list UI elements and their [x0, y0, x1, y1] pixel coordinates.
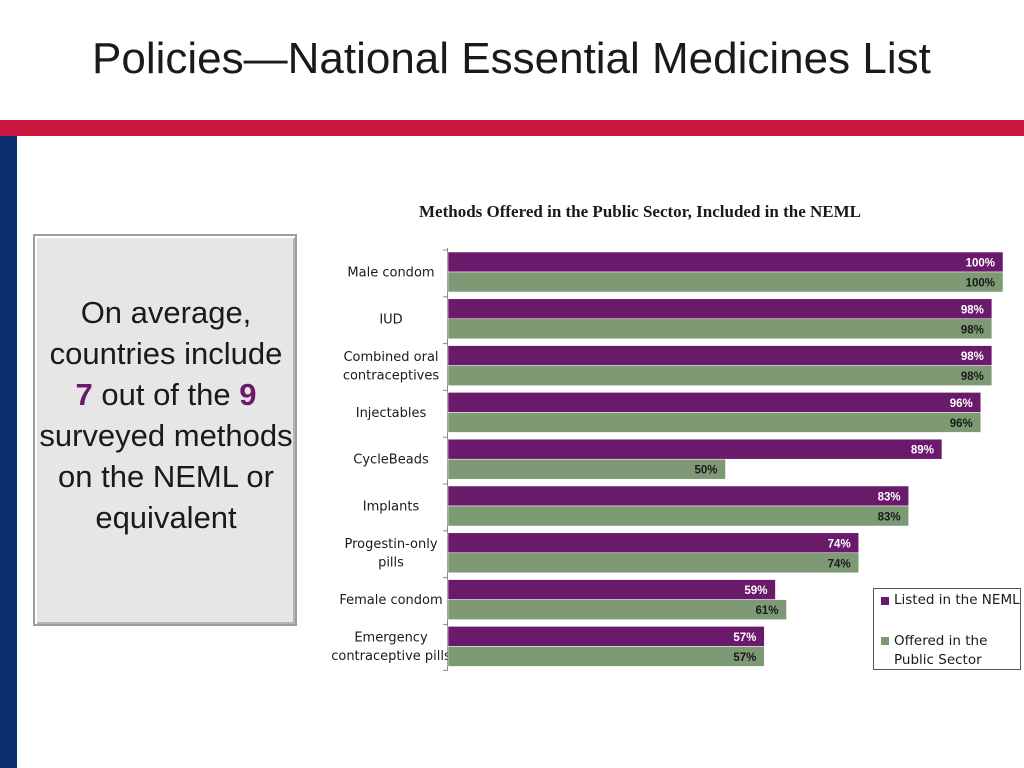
callout-count-included: 7: [75, 377, 93, 412]
slide-title: Policies—National Essential Medicines Li…: [92, 34, 931, 83]
category-label: Injectables: [356, 406, 427, 421]
bar-offered: [447, 271, 1004, 293]
data-label-listed: 89%: [911, 445, 934, 457]
data-label-offered: 98%: [961, 324, 984, 336]
data-label-offered: 98%: [961, 371, 984, 383]
data-label-offered: 61%: [756, 605, 779, 617]
data-label-listed: 57%: [733, 632, 756, 644]
callout-text-part1: On average, countries include: [49, 295, 283, 371]
bar-offered: [447, 365, 993, 386]
bar-offered: [447, 505, 909, 527]
category-label: Male condom: [347, 266, 434, 281]
bar-listed: [447, 392, 982, 413]
chart-title: Methods Offered in the Public Sector, In…: [418, 202, 861, 221]
bar-offered: [447, 646, 765, 667]
data-label-offered: 96%: [950, 418, 973, 430]
data-label-offered: 74%: [828, 558, 851, 570]
category-label: Implants: [363, 500, 420, 515]
bar-listed: [447, 485, 909, 507]
category-label: contraceptive pills: [331, 649, 451, 664]
legend-item-offered: Offered in the Public Sector: [881, 632, 1011, 670]
callout-count-surveyed: 9: [239, 377, 257, 412]
data-label-listed: 100%: [966, 258, 995, 270]
data-label-listed: 98%: [961, 351, 984, 363]
category-label: Progestin-only: [344, 537, 437, 552]
bar-offered: [447, 458, 726, 480]
category-label: IUD: [379, 312, 402, 327]
bar-listed: [447, 438, 943, 460]
legend-item-listed: Listed in the NEML: [881, 592, 1020, 608]
category-label: CycleBeads: [353, 453, 429, 468]
bar-offered: [447, 552, 859, 574]
bar-offered: [447, 599, 787, 620]
data-label-offered: 100%: [966, 278, 995, 290]
header-accent-bar: [0, 120, 1024, 136]
category-label: contraceptives: [343, 368, 440, 383]
side-accent-bar: [0, 136, 17, 768]
category-label: Combined oral: [343, 350, 438, 365]
bar-listed: [447, 579, 776, 600]
bar-offered: [447, 318, 993, 340]
data-label-listed: 96%: [950, 398, 973, 410]
data-label-offered: 83%: [878, 512, 901, 524]
data-label-listed: 59%: [744, 585, 767, 597]
bar-offered: [447, 412, 982, 433]
summary-callout-text: On average, countries include 7 out of t…: [37, 292, 295, 538]
data-label-listed: 83%: [878, 492, 901, 504]
legend-swatch-offered: [881, 637, 889, 645]
summary-callout-box: On average, countries include 7 out of t…: [33, 234, 297, 626]
data-label-listed: 98%: [961, 304, 984, 316]
bar-listed: [447, 532, 859, 554]
bar-listed: [447, 626, 765, 647]
bar-listed: [447, 298, 993, 320]
legend-label-offered: Offered in the Public Sector: [894, 633, 988, 668]
category-label: pills: [378, 556, 404, 571]
bar-listed: [447, 251, 1004, 273]
category-label: Female condom: [339, 593, 442, 608]
data-label-offered: 57%: [733, 652, 756, 664]
chart-legend: Listed in the NEML Offered in the Public…: [873, 588, 1021, 670]
callout-text-part2: out of the: [92, 377, 240, 412]
data-label-offered: 50%: [694, 465, 717, 477]
callout-text-part3: surveyed methods on the NEML or equivale…: [39, 418, 293, 535]
legend-label-listed: Listed in the NEML: [894, 592, 1020, 608]
data-label-listed: 74%: [828, 538, 851, 550]
legend-swatch-listed: [881, 597, 889, 605]
category-label: Emergency: [354, 631, 428, 646]
bar-listed: [447, 345, 993, 366]
